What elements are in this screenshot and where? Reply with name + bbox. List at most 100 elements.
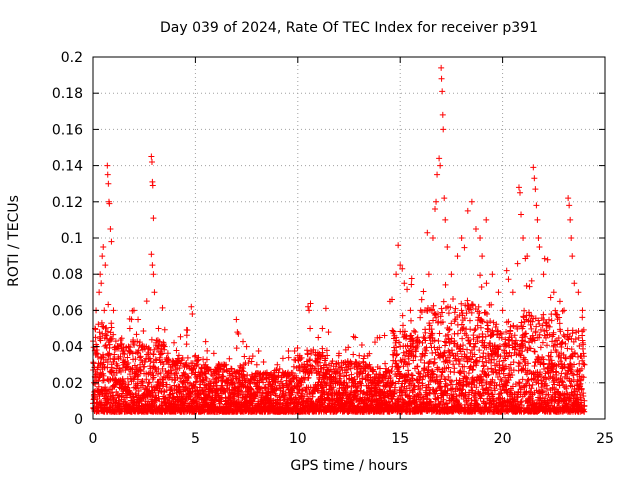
data-point bbox=[523, 330, 530, 337]
data-point bbox=[362, 368, 369, 375]
data-point bbox=[345, 344, 352, 351]
data-point bbox=[391, 347, 398, 354]
data-point bbox=[547, 294, 554, 301]
data-point bbox=[429, 368, 436, 375]
data-point bbox=[279, 401, 286, 408]
data-point bbox=[514, 260, 521, 267]
data-point bbox=[366, 350, 373, 357]
data-point bbox=[433, 314, 440, 321]
data-point bbox=[451, 309, 458, 316]
data-point bbox=[355, 391, 362, 398]
data-point bbox=[464, 346, 471, 353]
data-point bbox=[119, 350, 126, 357]
data-point bbox=[539, 387, 546, 394]
data-point bbox=[103, 332, 110, 339]
data-point bbox=[149, 393, 156, 400]
data-point bbox=[137, 353, 144, 360]
data-point bbox=[448, 335, 455, 342]
data-point bbox=[483, 280, 490, 287]
data-point bbox=[469, 366, 476, 373]
data-point bbox=[95, 383, 102, 390]
data-point bbox=[431, 311, 438, 318]
data-point bbox=[134, 338, 141, 345]
data-point bbox=[459, 335, 466, 342]
data-point bbox=[537, 326, 544, 333]
data-point bbox=[91, 391, 98, 398]
data-point bbox=[427, 399, 434, 406]
data-point bbox=[185, 375, 192, 382]
data-point bbox=[291, 348, 298, 355]
data-point bbox=[491, 356, 498, 363]
data-point bbox=[549, 385, 556, 392]
data-point bbox=[99, 330, 106, 337]
data-point bbox=[421, 365, 428, 372]
data-point bbox=[450, 361, 457, 368]
data-point bbox=[157, 351, 164, 358]
data-point bbox=[179, 372, 186, 379]
data-point bbox=[537, 369, 544, 376]
data-point bbox=[505, 318, 512, 325]
data-point bbox=[484, 365, 491, 372]
data-point bbox=[491, 379, 498, 386]
data-point bbox=[202, 338, 209, 345]
data-point bbox=[167, 370, 174, 377]
data-point bbox=[226, 355, 233, 362]
data-point bbox=[547, 353, 554, 360]
data-point bbox=[142, 358, 149, 365]
data-point bbox=[169, 390, 176, 397]
data-point bbox=[506, 341, 513, 348]
data-point bbox=[437, 313, 444, 320]
data-point bbox=[542, 334, 549, 341]
data-point bbox=[289, 369, 296, 376]
data-point bbox=[175, 352, 182, 359]
data-point bbox=[143, 298, 150, 305]
data-point bbox=[415, 370, 422, 377]
data-point bbox=[479, 377, 486, 384]
data-point bbox=[405, 350, 412, 357]
data-point bbox=[503, 386, 510, 393]
data-point bbox=[114, 362, 121, 369]
data-point bbox=[445, 310, 452, 317]
data-point bbox=[534, 376, 541, 383]
data-point bbox=[482, 401, 489, 408]
data-point bbox=[133, 331, 140, 338]
data-point bbox=[461, 315, 468, 322]
data-point bbox=[183, 332, 190, 339]
data-point bbox=[428, 398, 435, 405]
data-point bbox=[318, 353, 325, 360]
data-point bbox=[382, 360, 389, 367]
data-point bbox=[508, 352, 515, 359]
data-point bbox=[442, 376, 449, 383]
data-point bbox=[510, 359, 517, 366]
data-point bbox=[417, 356, 424, 363]
data-point bbox=[471, 327, 478, 334]
data-point bbox=[164, 350, 171, 357]
data-point bbox=[489, 391, 496, 398]
data-point bbox=[406, 392, 413, 399]
data-point bbox=[371, 339, 378, 346]
data-point bbox=[536, 334, 543, 341]
data-point bbox=[135, 350, 142, 357]
data-point bbox=[109, 335, 116, 342]
data-point bbox=[140, 327, 147, 334]
data-point bbox=[400, 322, 407, 329]
data-point bbox=[520, 365, 527, 372]
data-point bbox=[431, 359, 438, 366]
data-point bbox=[538, 384, 545, 391]
data-point bbox=[129, 366, 136, 373]
data-point bbox=[358, 341, 365, 348]
data-point bbox=[118, 340, 125, 347]
data-point bbox=[113, 370, 120, 377]
data-point bbox=[512, 381, 519, 388]
data-point bbox=[381, 332, 388, 339]
data-point bbox=[354, 383, 361, 390]
data-point bbox=[559, 377, 566, 384]
data-point bbox=[458, 307, 465, 314]
data-point bbox=[448, 378, 455, 385]
data-point bbox=[358, 382, 365, 389]
data-point bbox=[502, 343, 509, 350]
data-point bbox=[511, 397, 518, 404]
data-point bbox=[384, 379, 391, 386]
data-point bbox=[400, 349, 407, 356]
data-point bbox=[139, 382, 146, 389]
